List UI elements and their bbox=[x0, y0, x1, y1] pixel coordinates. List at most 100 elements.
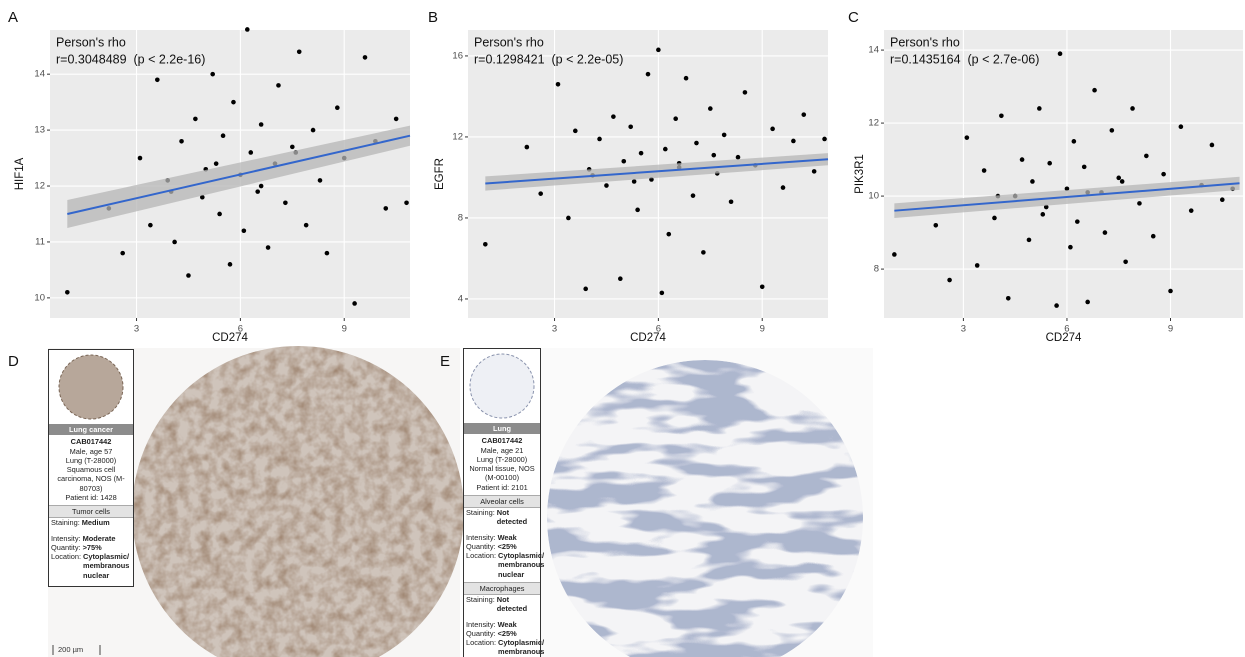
x-tick-label: 3 bbox=[134, 324, 139, 335]
y-tick-label: 8 bbox=[458, 212, 463, 223]
point bbox=[213, 161, 219, 166]
point bbox=[611, 114, 616, 119]
point bbox=[324, 250, 330, 256]
info-value: Cytoplasmic/ membranous bbox=[498, 638, 545, 657]
point bbox=[65, 289, 70, 295]
point bbox=[701, 250, 706, 255]
point bbox=[283, 200, 288, 206]
info-row: Location: Cytoplasmic/ membranous bbox=[464, 638, 544, 657]
point bbox=[1116, 175, 1122, 181]
point bbox=[573, 128, 578, 134]
point bbox=[1005, 295, 1011, 301]
y-tick-label: 8 bbox=[874, 264, 879, 275]
point bbox=[635, 207, 640, 213]
point bbox=[248, 150, 254, 155]
point bbox=[148, 222, 153, 228]
point bbox=[992, 215, 997, 221]
x-axis-label: CD274 bbox=[212, 332, 248, 344]
y-tick-label: 13 bbox=[34, 125, 45, 136]
info-key: Location: bbox=[466, 551, 496, 560]
point bbox=[1102, 230, 1108, 235]
info-row: Quantity: <25% bbox=[464, 629, 540, 638]
point bbox=[255, 189, 260, 194]
point bbox=[694, 140, 699, 146]
tissue-d bbox=[48, 346, 464, 657]
point bbox=[801, 112, 807, 117]
point bbox=[241, 228, 247, 234]
point bbox=[276, 83, 281, 88]
detail: Normal tissue, NOS (M-00100) bbox=[469, 464, 535, 483]
point bbox=[811, 169, 817, 174]
point bbox=[1064, 186, 1070, 192]
fit-line bbox=[485, 158, 829, 185]
point bbox=[303, 222, 309, 228]
info-row: Intensity: Weak bbox=[464, 620, 540, 629]
point bbox=[1081, 164, 1087, 170]
info-key: Quantity: bbox=[466, 541, 496, 551]
point bbox=[964, 135, 970, 140]
info-value: <25% bbox=[497, 541, 517, 551]
info-key: Intensity: bbox=[51, 533, 81, 543]
detail: Patient id: 1428 bbox=[65, 492, 117, 502]
info-header: Lung bbox=[464, 423, 540, 435]
point bbox=[362, 55, 368, 60]
point bbox=[1071, 139, 1077, 144]
point bbox=[656, 47, 661, 53]
info-value: Weak bbox=[497, 532, 517, 542]
info-row: Staining: Medium bbox=[49, 518, 133, 527]
annotation: r=0.1298421 (p < 2.2e-05) bbox=[474, 52, 623, 66]
y-tick-label: 14 bbox=[868, 45, 879, 56]
point bbox=[1019, 157, 1025, 162]
point bbox=[210, 71, 215, 77]
point bbox=[690, 193, 696, 198]
point bbox=[638, 150, 644, 156]
point bbox=[933, 222, 939, 228]
point bbox=[981, 168, 987, 173]
info-row: Quantity: <25% bbox=[464, 542, 540, 551]
x-tick-label: 9 bbox=[760, 324, 765, 335]
point bbox=[1219, 197, 1225, 203]
point bbox=[217, 211, 222, 217]
y-tick-label: 12 bbox=[452, 131, 463, 142]
tissue-texture bbox=[547, 360, 863, 657]
point bbox=[1161, 171, 1166, 177]
fit-line bbox=[67, 134, 411, 215]
thumbnail-core bbox=[469, 353, 535, 419]
section-title: Alveolar cells bbox=[464, 494, 540, 508]
panel-label: D bbox=[8, 353, 19, 370]
point bbox=[974, 263, 980, 268]
y-tick-label: 11 bbox=[35, 236, 45, 247]
info-key: Location: bbox=[51, 552, 81, 561]
info-row: Location: Cytoplasmic/ membranous nuclear bbox=[464, 551, 544, 579]
point bbox=[628, 124, 633, 130]
point bbox=[335, 105, 340, 111]
x-axis-label: CD274 bbox=[630, 332, 666, 344]
point bbox=[1037, 106, 1042, 111]
point bbox=[1085, 299, 1090, 305]
info-key: Staining: bbox=[466, 508, 495, 517]
point bbox=[1188, 208, 1194, 213]
panel-label: B bbox=[428, 9, 438, 26]
info-row: Intensity: Moderate bbox=[49, 534, 133, 543]
point bbox=[708, 106, 713, 111]
point bbox=[728, 199, 734, 205]
point bbox=[404, 200, 409, 206]
point bbox=[1144, 153, 1149, 159]
confidence-band bbox=[67, 125, 411, 228]
point bbox=[683, 75, 689, 81]
point bbox=[645, 71, 651, 77]
point bbox=[566, 215, 571, 221]
thumbnail bbox=[58, 354, 124, 420]
point bbox=[290, 144, 295, 150]
info-key: Intensity: bbox=[466, 532, 496, 542]
tissue-texture bbox=[132, 346, 464, 657]
point bbox=[583, 286, 588, 292]
point bbox=[597, 136, 602, 142]
info-key: Quantity: bbox=[51, 542, 81, 552]
detail: Male, age 21 bbox=[480, 445, 524, 455]
y-axis-label: EGFR bbox=[434, 158, 446, 190]
info-value: Weak bbox=[497, 619, 517, 629]
info-box: Lung cancer CAB017442 Male, age 57 Lung (T-… bbox=[48, 349, 134, 587]
point bbox=[483, 241, 488, 247]
